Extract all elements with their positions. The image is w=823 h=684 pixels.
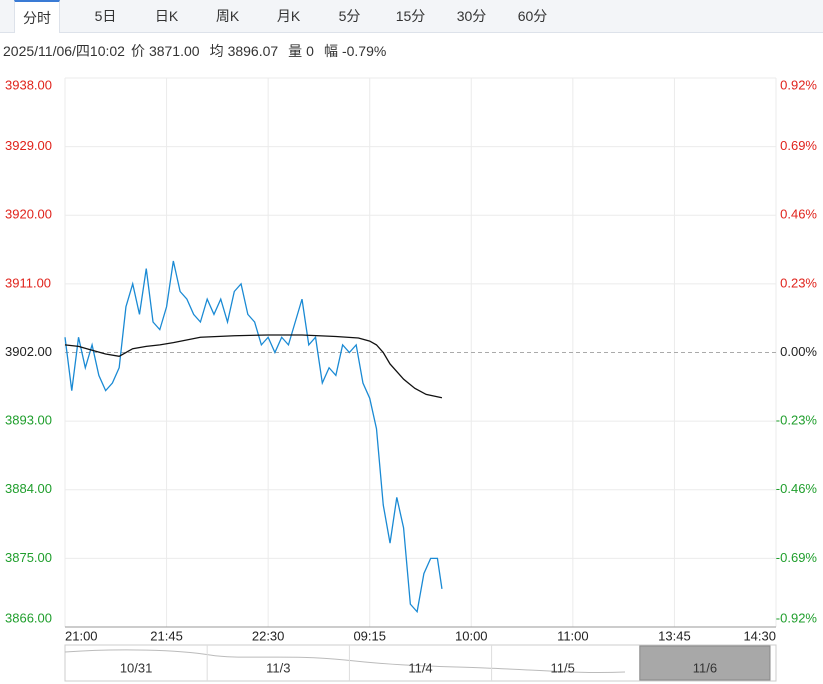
tab[interactable]: 日K xyxy=(154,8,179,24)
tab[interactable]: 月K xyxy=(276,8,301,24)
y-tick-label: 3875.00 xyxy=(5,550,52,565)
info-label: 价 xyxy=(130,43,145,59)
y2-tick-label: 0.23% xyxy=(780,275,817,290)
info-line: 2025/11/06/四10:02 价 3871.00 均 3896.07 量 0 幅 -0.7… xyxy=(3,41,396,61)
navigator-label: 11/4 xyxy=(408,660,432,675)
info-label: 幅 xyxy=(323,43,338,59)
x-tick-label: 13:45 xyxy=(658,628,691,643)
price-line xyxy=(64,260,443,614)
tab-bar: 分时 5日 日K 周K 月K 5分 15分 30分 60分 xyxy=(0,0,823,33)
tab[interactable]: 60分 xyxy=(517,8,548,24)
y-tick-label: 3902.00 xyxy=(5,344,52,359)
navigator-label: 10/31 xyxy=(120,660,153,675)
tab[interactable]: 5分 xyxy=(338,8,361,24)
tab[interactable]: 5日 xyxy=(94,8,117,24)
info-value: -0.79% xyxy=(341,43,387,59)
x-tick-label: 10:00 xyxy=(455,628,488,643)
x-tick-label: 22:30 xyxy=(252,628,285,643)
x-tick-label: 14:30 xyxy=(743,628,776,643)
y-tick-label: 3893.00 xyxy=(5,413,52,428)
y2-tick-label: 0.92% xyxy=(780,77,817,92)
y-tick-label: 3866.00 xyxy=(5,610,52,625)
navigator-selection xyxy=(639,645,771,681)
y2-tick-label: 0.46% xyxy=(780,207,817,222)
info-value: 0 xyxy=(306,43,314,59)
navigator-label: 11/5 xyxy=(551,660,575,675)
navigator-trace xyxy=(64,649,626,674)
info-value: 3871.00 xyxy=(148,43,200,59)
x-tick-label: 21:00 xyxy=(65,628,98,643)
price-line xyxy=(64,334,443,399)
x-tick-label: 09:15 xyxy=(353,628,386,643)
tab[interactable]: 30分 xyxy=(456,8,487,24)
info-label: 量 xyxy=(288,43,303,59)
x-tick-label: 21:45 xyxy=(150,628,183,643)
y-tick-label: 3929.00 xyxy=(5,138,52,153)
y2-tick-label: -0.46% xyxy=(776,481,818,496)
tab[interactable]: 周K xyxy=(215,8,240,24)
info-label: 均 xyxy=(209,43,224,59)
x-tick-label: 11:00 xyxy=(557,628,589,643)
y2-tick-label: 0.69% xyxy=(780,138,817,153)
tab[interactable]: 分时 xyxy=(14,0,60,33)
y-tick-label: 3911.00 xyxy=(5,275,51,290)
tab[interactable]: 15分 xyxy=(395,8,426,24)
navigator-label: 11/3 xyxy=(266,660,290,675)
y2-tick-label: 0.00% xyxy=(780,344,817,359)
y2-tick-label: -0.23% xyxy=(776,413,818,428)
y2-tick-label: -0.92% xyxy=(776,610,818,625)
info-value: 3896.07 xyxy=(227,43,279,59)
y-tick-label: 3884.00 xyxy=(5,481,52,496)
y-tick-label: 3920.00 xyxy=(5,207,52,222)
y-tick-label: 3938.00 xyxy=(5,77,52,92)
y2-tick-label: -0.69% xyxy=(776,550,818,565)
info-time: 2025/11/06/四10:02 xyxy=(3,43,125,59)
navigator-label: 11/6 xyxy=(693,660,717,675)
